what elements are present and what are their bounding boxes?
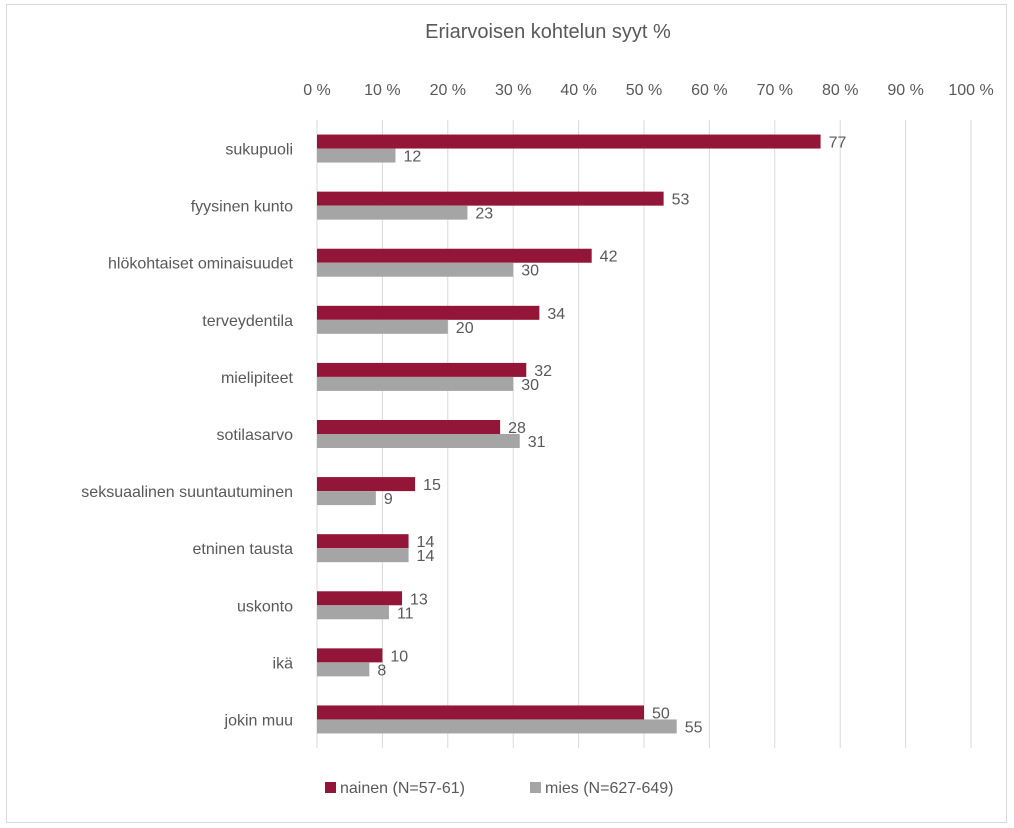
- data-label: 32: [534, 363, 552, 380]
- bar: [317, 605, 389, 620]
- x-axis-ticks: 0 % 10 % 20 % 30 % 40 % 50 % 60 % 70 % 80 % 90 % 1…: [303, 82, 993, 99]
- bar: [317, 205, 468, 220]
- category-label: ikä: [273, 655, 294, 672]
- x-tick-label: 0 %: [303, 82, 331, 99]
- data-label: 53: [672, 192, 690, 209]
- data-label: 15: [423, 477, 441, 494]
- data-label: 77: [829, 135, 847, 152]
- data-labels: 7712532342303420323028311591414131110850…: [377, 135, 846, 737]
- bar: [317, 719, 677, 734]
- category-labels: sukupuoli fyysinen kunto hlökohtaiset omin…: [81, 142, 293, 730]
- data-label: 13: [410, 591, 428, 608]
- bar: [317, 662, 370, 677]
- category-label: uskonto: [237, 598, 293, 615]
- category-label: hlökohtaiset ominaisuudet: [108, 256, 294, 273]
- x-tick-label: 70 %: [757, 82, 793, 99]
- data-label: 11: [397, 605, 414, 622]
- bar: [317, 477, 416, 492]
- data-label: 14: [417, 548, 435, 565]
- category-label: mielipiteet: [221, 370, 294, 387]
- data-label: 9: [384, 491, 393, 508]
- bar: [317, 191, 664, 206]
- bar: [317, 534, 409, 549]
- category-label: sukupuoli: [225, 142, 293, 159]
- bar: [317, 591, 403, 606]
- data-label: 14: [417, 534, 435, 551]
- bar: [317, 548, 409, 563]
- data-label: 30: [521, 377, 539, 394]
- category-label: etninen tausta: [192, 541, 293, 558]
- legend-label: nainen (N=57-61): [340, 780, 465, 797]
- x-tick-label: 20 %: [430, 82, 466, 99]
- bar: [317, 648, 383, 663]
- bar: [317, 705, 644, 720]
- x-tick-label: 10 %: [364, 82, 400, 99]
- category-label: seksuaalinen suuntautuminen: [81, 484, 293, 501]
- gridlines: [316, 120, 972, 748]
- bars: [317, 134, 821, 734]
- bar: [317, 262, 514, 277]
- data-label: 28: [508, 420, 526, 437]
- data-label: 42: [600, 249, 618, 266]
- bar: [317, 420, 501, 434]
- bar: [317, 248, 592, 263]
- legend-swatch: [530, 782, 541, 793]
- x-tick-label: 40 %: [560, 82, 596, 99]
- data-label: 55: [685, 719, 703, 736]
- category-label: jokin muu: [224, 712, 293, 729]
- category-label: terveydentila: [202, 313, 293, 330]
- x-tick-label: 30 %: [495, 82, 531, 99]
- bar: [317, 319, 448, 334]
- data-label: 31: [528, 434, 546, 451]
- bar: [317, 305, 540, 320]
- bar: [317, 491, 376, 506]
- x-tick-label: 50 %: [626, 82, 662, 99]
- data-label: 8: [377, 662, 386, 679]
- data-label: 23: [475, 206, 493, 223]
- category-label: fyysinen kunto: [191, 199, 293, 216]
- data-label: 20: [456, 320, 474, 337]
- x-tick-label: 60 %: [691, 82, 727, 99]
- legend-label: mies (N=627-649): [545, 780, 674, 797]
- x-tick-label: 100 %: [948, 82, 993, 99]
- bar: [317, 134, 821, 149]
- x-tick-label: 80 %: [822, 82, 858, 99]
- data-label: 12: [403, 149, 421, 166]
- x-tick-label: 90 %: [887, 82, 923, 99]
- data-label: 30: [521, 263, 539, 280]
- chart-title: Eriarvoisen kohtelun syyt %: [425, 21, 671, 43]
- bar: [317, 376, 514, 391]
- data-label: 34: [547, 306, 565, 323]
- legend: nainen (N=57-61) mies (N=627-649): [325, 780, 674, 797]
- category-label: sotilasarvo: [217, 427, 294, 444]
- bar: [317, 148, 396, 163]
- data-label: 50: [652, 705, 670, 722]
- data-label: 10: [390, 648, 408, 665]
- bar: [317, 362, 527, 377]
- bar: [317, 434, 520, 448]
- legend-swatch: [325, 782, 336, 793]
